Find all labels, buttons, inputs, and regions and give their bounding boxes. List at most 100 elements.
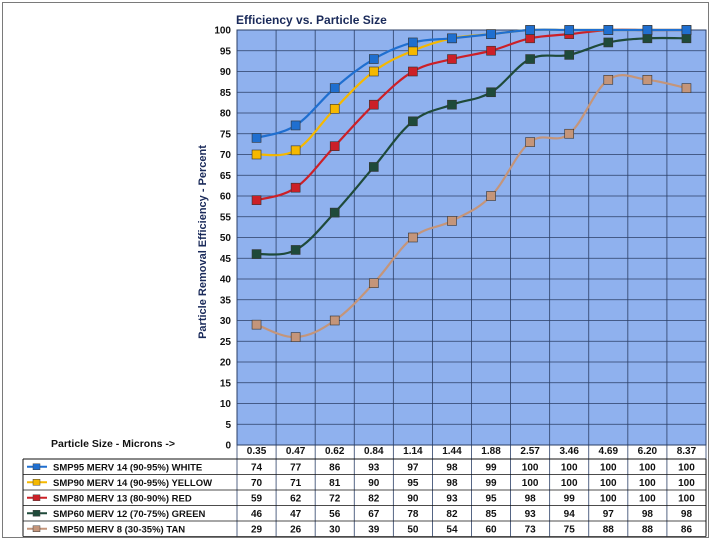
legend-entry: SMP60 MERV 12 (70-75%) GREEN [53, 509, 206, 520]
legend-swatch-marker [32, 494, 41, 501]
plot-border [236, 29, 707, 446]
data-point [251, 319, 262, 330]
table-cell: 50 [407, 524, 419, 535]
data-point [368, 278, 379, 288]
data-point [447, 33, 457, 44]
y-tick-label: 40 [220, 275, 232, 286]
data-point [525, 54, 535, 64]
table-cell: 90 [368, 478, 380, 489]
y-tick-label: 90 [220, 67, 232, 78]
x-axis-caption: Particle Size - Microns -> [51, 438, 175, 450]
data-point [329, 207, 340, 218]
x-tick-label: 1.14 [403, 446, 423, 457]
table-cell: 100 [639, 478, 656, 489]
data-point [603, 37, 614, 48]
table-cell: 46 [251, 509, 263, 520]
x-tick-label: 4.69 [599, 446, 619, 457]
table-cell: 78 [407, 509, 419, 520]
table-cell: 100 [678, 462, 695, 473]
table-cell: 26 [290, 524, 302, 535]
data-point [681, 83, 692, 93]
x-tick-label: 1.44 [442, 446, 462, 457]
y-tick-label: 30 [220, 316, 232, 327]
y-tick-labels: 0 5 10 15 20 25 30 35 40 45 50 55 60 65 70 75 80 85 90 95 10… [214, 26, 231, 452]
data-point [251, 195, 262, 205]
data-point [447, 99, 457, 110]
table-cell: 94 [564, 509, 576, 520]
table-cell: 85 [485, 509, 497, 520]
table-cell: 77 [290, 462, 302, 473]
table-cell: 73 [525, 524, 537, 535]
data-point [642, 75, 653, 85]
data-point [408, 232, 418, 243]
table-cell: 100 [600, 478, 617, 489]
table-cell: 100 [522, 462, 539, 473]
table-cell: 99 [564, 493, 576, 504]
data-point [251, 249, 262, 259]
x-tick-label: 0.47 [286, 446, 306, 457]
table-cell: 100 [561, 462, 578, 473]
table-cell: 70 [251, 478, 263, 489]
table-cell: 100 [600, 462, 617, 473]
table-cell: 54 [446, 524, 458, 535]
y-tick-label: 100 [214, 26, 231, 37]
data-point [486, 87, 496, 98]
data-point [564, 25, 575, 35]
y-tick-label: 20 [220, 358, 232, 369]
table-cell: 47 [290, 509, 302, 520]
table-cell: 100 [678, 478, 695, 489]
table-cell: 82 [368, 493, 380, 504]
data-point [486, 191, 496, 201]
data-point [251, 149, 262, 160]
table-cell: 100 [600, 493, 617, 504]
table-cell: 74 [251, 462, 263, 473]
y-tick-label: 70 [220, 150, 232, 161]
data-point [447, 54, 457, 64]
data-point [642, 25, 653, 35]
data-point [368, 54, 379, 64]
table-cell: 98 [446, 462, 458, 473]
x-tick-label: 0.35 [247, 446, 267, 457]
table-cell: 99 [485, 462, 497, 473]
y-tick-label: 0 [225, 441, 231, 452]
table-cell: 82 [446, 509, 458, 520]
data-point [408, 37, 418, 48]
data-point [681, 33, 692, 44]
table-cell: 71 [290, 478, 302, 489]
legend-swatch-marker [32, 479, 41, 486]
x-tick-label: 1.88 [481, 446, 501, 457]
x-tick-label: 2.57 [520, 446, 540, 457]
data-point [642, 33, 653, 44]
y-tick-label: 65 [220, 171, 232, 182]
legend-entry: SMP50 MERV 8 (30-35%) TAN [53, 524, 185, 535]
table-cell: 100 [639, 462, 656, 473]
data-point [681, 25, 692, 35]
table-cell: 88 [603, 524, 615, 535]
table-cell: 86 [681, 524, 693, 535]
data-point [408, 116, 418, 127]
data-point [525, 137, 535, 147]
table-cell: 95 [485, 493, 497, 504]
legend-entry: SMP80 MERV 13 (80-90%) RED [53, 493, 192, 504]
table-cell: 75 [564, 524, 576, 535]
table-cell: 98 [642, 509, 654, 520]
table-cell: 100 [678, 493, 695, 504]
table-cell: 95 [407, 478, 419, 489]
data-point [368, 99, 379, 110]
x-tick-label: 3.46 [559, 446, 579, 457]
legend-entry: SMP90 MERV 14 (90-95%) YELLOW [53, 478, 212, 489]
y-tick-label: 50 [220, 233, 232, 244]
data-point [329, 104, 340, 114]
table-cell: 93 [525, 509, 537, 520]
y-tick-label: 85 [220, 88, 232, 99]
table-cell: 88 [642, 524, 654, 535]
table-cell: 100 [561, 478, 578, 489]
y-tick-label: 10 [220, 399, 232, 410]
y-tick-label: 15 [220, 378, 232, 389]
data-point [368, 162, 379, 172]
table-cell: 98 [681, 509, 693, 520]
chart-title: Efficiency vs. Particle Size [236, 13, 387, 27]
y-tick-label: 35 [220, 295, 232, 306]
data-point [603, 75, 614, 85]
